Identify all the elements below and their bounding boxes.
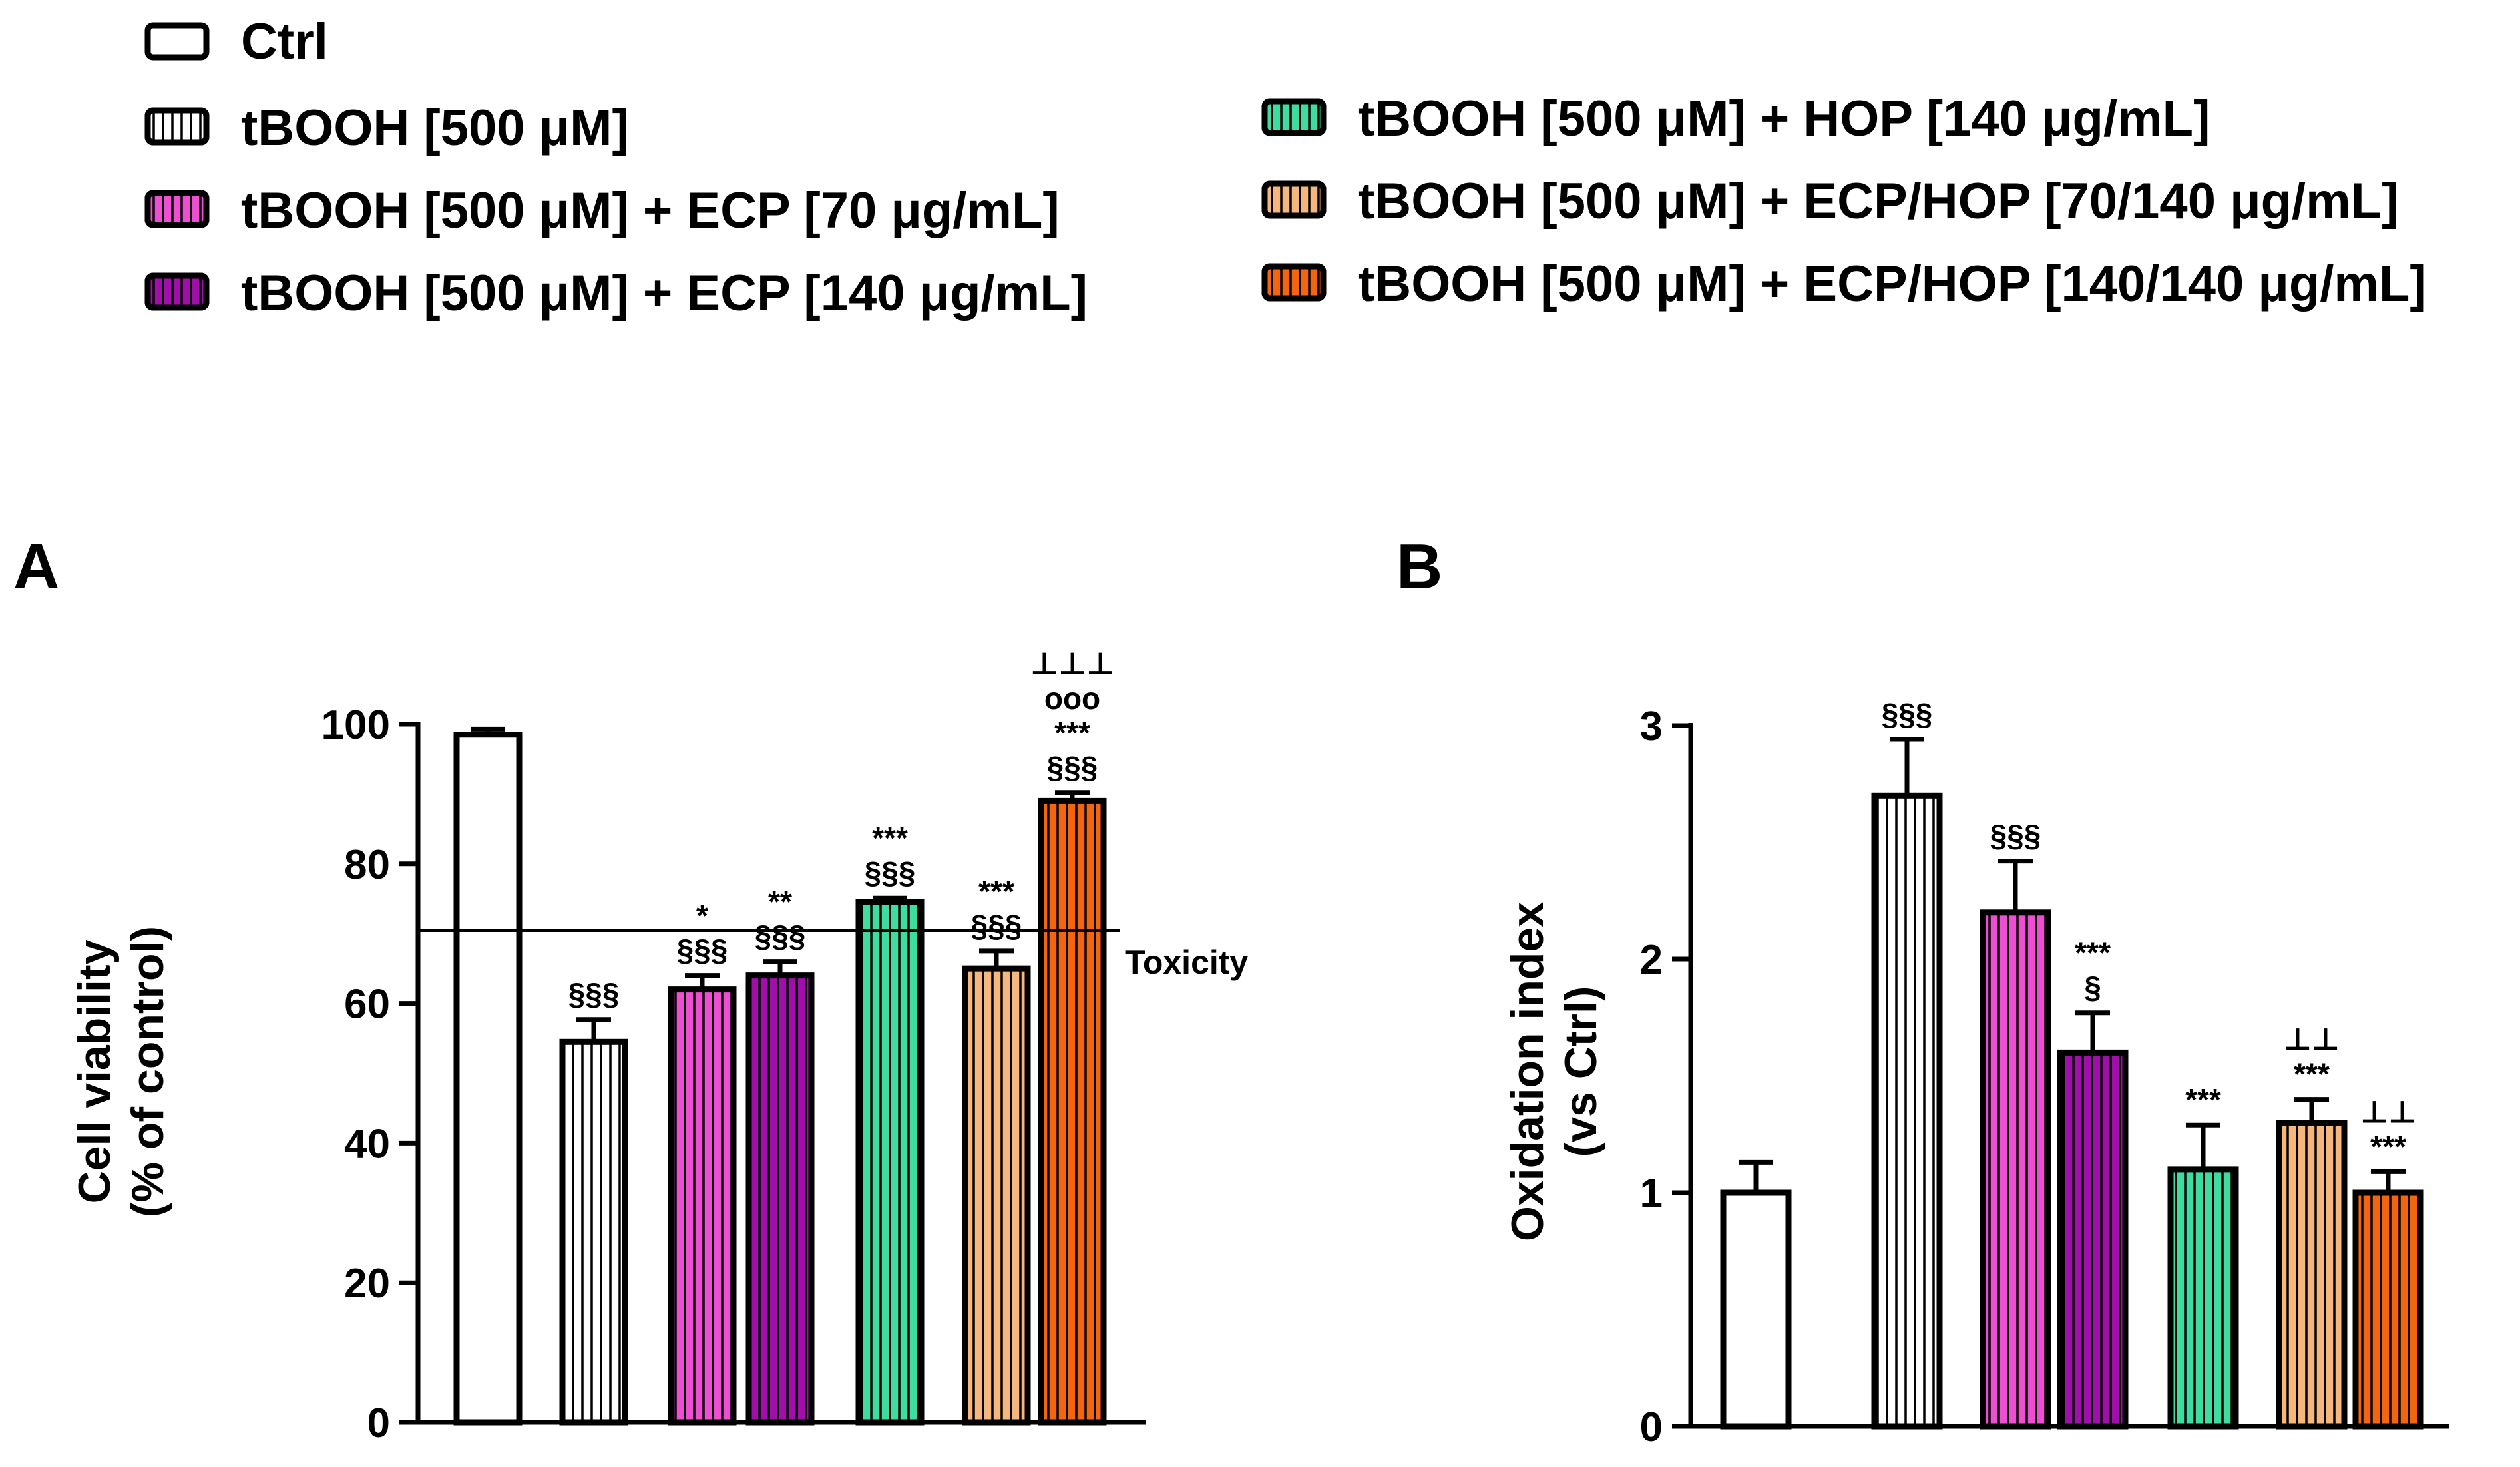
bar-3: §§§* bbox=[668, 899, 737, 1426]
significance-label: *** bbox=[1054, 716, 1090, 750]
legend-item-ctrl: Ctrl bbox=[144, 13, 328, 70]
significance-label: * bbox=[696, 899, 708, 933]
panel-b-ylabel-line1: Oxidation index bbox=[1502, 902, 1553, 1241]
panel-a-ylabel-line1: Cell viability bbox=[69, 939, 120, 1203]
significance-label: ⊥⊥ bbox=[2360, 1094, 2416, 1129]
bar-5: *** bbox=[2167, 1082, 2239, 1430]
bar-hatch bbox=[671, 989, 734, 1422]
significance-label: ooo bbox=[1044, 681, 1100, 716]
significance-label: §§§ bbox=[1882, 697, 1933, 732]
bar-6: ***⊥⊥ bbox=[2276, 1022, 2348, 1430]
significance-label: *** bbox=[2075, 936, 2111, 970]
significance-label: §§§ bbox=[865, 855, 916, 890]
bar-6: §§§*** bbox=[962, 874, 1031, 1426]
legend-label-hop140: tBOOH [500 μM] + HOP [140 μg/mL] bbox=[1358, 91, 2210, 147]
significance-label: §§§ bbox=[1047, 750, 1098, 785]
significance-label: §§§ bbox=[1990, 819, 2041, 853]
bar-2: §§§ bbox=[1871, 697, 1943, 1430]
y-tick-label: 100 bbox=[321, 702, 390, 748]
y-tick-label: 80 bbox=[344, 842, 390, 888]
bar-7: §§§***ooo⊥⊥⊥ bbox=[1030, 646, 1114, 1426]
legend-swatch-hatch bbox=[144, 107, 210, 146]
y-tick-label: 60 bbox=[344, 982, 390, 1028]
bar-hatch bbox=[2279, 1122, 2344, 1426]
significance-label: *** bbox=[2185, 1082, 2221, 1117]
legend: Ctrl tBOOH [500 μM] tBOOH [500 μM] + ECP… bbox=[144, 13, 2427, 321]
legend-label-ctrl: Ctrl bbox=[241, 13, 328, 70]
legend-label-ecp70: tBOOH [500 μM] + ECP [70 μg/mL] bbox=[241, 182, 1060, 239]
legend-label-tbooh: tBOOH [500 μM] bbox=[241, 100, 629, 156]
bar-hatch bbox=[2356, 1193, 2421, 1426]
panel-b-letter: B bbox=[1396, 531, 1442, 602]
toxicity-label: Toxicity bbox=[1125, 944, 1248, 981]
significance-label: §§§ bbox=[755, 919, 806, 954]
y-tick-label: 1 bbox=[1640, 1171, 1663, 1217]
legend-label-ecphop140: tBOOH [500 μM] + ECP/HOP [140/140 μg/mL] bbox=[1358, 256, 2427, 312]
legend-swatch-ctrl bbox=[144, 22, 210, 61]
bar-hatch bbox=[859, 902, 921, 1422]
panel-a-ylabel-line2: (% of control) bbox=[122, 926, 173, 1217]
legend-item-hop140: tBOOH [500 μM] + HOP [140 μg/mL] bbox=[1261, 91, 2210, 147]
y-tick-label: 3 bbox=[1640, 704, 1663, 749]
bar-hatch bbox=[749, 975, 811, 1422]
bar-4: §*** bbox=[2057, 936, 2129, 1430]
bar-3: §§§ bbox=[1980, 819, 2051, 1430]
bar-7: ***⊥⊥ bbox=[2352, 1094, 2424, 1430]
significance-label: §§§ bbox=[971, 909, 1022, 943]
legend-swatch-hatch bbox=[1261, 98, 1327, 136]
significance-label: §§§ bbox=[677, 933, 728, 968]
panel-a-letter: A bbox=[13, 531, 59, 602]
bar-4: §§§** bbox=[745, 885, 815, 1426]
y-tick-label: 2 bbox=[1640, 937, 1663, 983]
legend-item-ecp140: tBOOH [500 μM] + ECP [140 μg/mL] bbox=[144, 265, 1088, 321]
significance-label: § bbox=[2084, 970, 2101, 1005]
legend-swatch-hatch bbox=[1261, 180, 1327, 219]
legend-item-ecphop70: tBOOH [500 μM] + ECP/HOP [70/140 μg/mL] bbox=[1261, 173, 2398, 230]
legend-swatch-hatch bbox=[1261, 263, 1327, 302]
y-tick-label: 0 bbox=[367, 1400, 390, 1446]
legend-item-tbooh: tBOOH [500 μM] bbox=[144, 100, 629, 156]
bar-fill bbox=[1723, 1193, 1788, 1426]
bar-2: §§§ bbox=[559, 977, 628, 1426]
y-tick-label: 0 bbox=[1640, 1404, 1663, 1450]
bar-hatch bbox=[2060, 1052, 2125, 1426]
significance-label: *** bbox=[872, 821, 908, 855]
y-tick-label: 40 bbox=[344, 1121, 390, 1167]
bar-hatch bbox=[562, 1042, 625, 1422]
legend-label-ecp140: tBOOH [500 μM] + ECP [140 μg/mL] bbox=[241, 265, 1088, 321]
bar-hatch bbox=[965, 968, 1028, 1422]
significance-label: §§§ bbox=[568, 977, 620, 1012]
bar-hatch bbox=[1983, 912, 2048, 1426]
legend-swatch-hatch bbox=[144, 272, 210, 311]
bar-5: §§§*** bbox=[855, 821, 925, 1426]
bar-fill bbox=[457, 734, 519, 1422]
significance-label: ** bbox=[768, 885, 792, 919]
bar-hatch bbox=[1041, 801, 1104, 1422]
panel-a-chart: Cell viability (% of control) Toxicity 0… bbox=[69, 646, 1248, 1446]
significance-label: *** bbox=[978, 874, 1014, 909]
y-tick-label: 20 bbox=[344, 1261, 390, 1307]
significance-label: *** bbox=[2294, 1057, 2330, 1092]
bar-1 bbox=[1720, 1159, 1792, 1430]
legend-item-ecphop140: tBOOH [500 μM] + ECP/HOP [140/140 μg/mL] bbox=[1261, 256, 2427, 312]
bar-hatch bbox=[2171, 1169, 2236, 1426]
legend-item-ecp70: tBOOH [500 μM] + ECP [70 μg/mL] bbox=[144, 182, 1060, 239]
bar-hatch bbox=[1874, 795, 1940, 1426]
legend-label-ecphop70: tBOOH [500 μM] + ECP/HOP [70/140 μg/mL] bbox=[1358, 173, 2398, 230]
significance-label: ⊥⊥ bbox=[2284, 1022, 2340, 1057]
panel-b-ylabel-line2: (vs Ctrl) bbox=[1556, 986, 1606, 1157]
legend-swatch-hatch bbox=[144, 190, 210, 228]
significance-label: ⊥⊥⊥ bbox=[1030, 646, 1114, 681]
significance-label: *** bbox=[2370, 1129, 2406, 1163]
bar-1 bbox=[453, 726, 523, 1426]
